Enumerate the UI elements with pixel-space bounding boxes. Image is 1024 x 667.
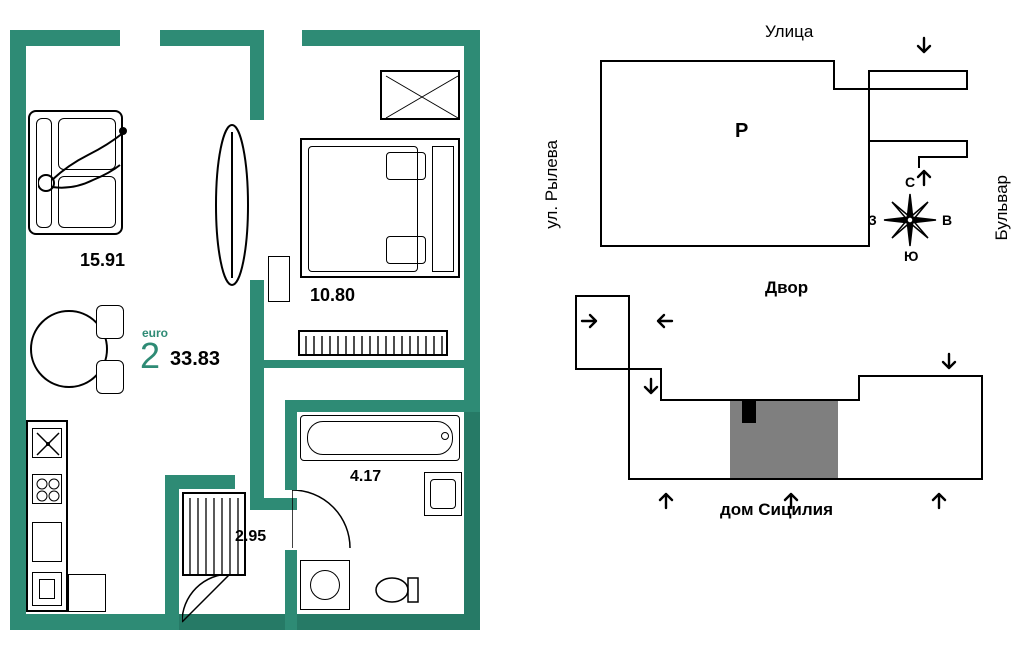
site-outline-segment (868, 140, 968, 142)
wall-segment (285, 550, 297, 630)
site-plan: Улица ул. Рылева Бульвар Двор P дом Сици… (540, 30, 1010, 590)
wall-segment (10, 614, 165, 630)
chair (96, 305, 124, 339)
compass-icon: С В Ю З (880, 190, 940, 250)
wall-segment (250, 30, 264, 120)
entry-arrow-icon (938, 352, 960, 374)
chair (96, 360, 124, 394)
washer (300, 560, 350, 610)
site-outline-segment (918, 156, 968, 158)
site-outline-segment (628, 295, 630, 370)
living-area-label: 15.91 (80, 250, 125, 271)
bathtub (300, 415, 460, 461)
site-outline-segment (833, 60, 835, 90)
wall-segment (165, 475, 179, 630)
radiator (298, 330, 448, 356)
wall-segment (464, 400, 480, 630)
wall-segment (10, 30, 26, 630)
sink (424, 472, 462, 516)
unit-marker (742, 401, 756, 423)
wall-segment (165, 475, 235, 489)
floor-plan: 15.91 10.80 4.17 2.95 euro 2 33.83 (10, 30, 480, 630)
compass-w: З (868, 212, 877, 228)
site-outline-segment (858, 375, 983, 377)
site-outline-segment (600, 245, 870, 247)
entry-arrow-icon (913, 36, 935, 58)
site-outline-segment (575, 368, 630, 370)
site-outline-segment (575, 295, 577, 370)
entry-arrow-icon (652, 310, 674, 332)
boulevard-label: Бульвар (992, 175, 1012, 240)
entry-arrow-icon (580, 310, 602, 332)
wall-segment (285, 400, 480, 412)
wall-segment (464, 30, 480, 410)
site-outline-segment (868, 70, 968, 72)
entry-arrow-icon (913, 165, 935, 187)
site-outline-segment (628, 368, 630, 480)
rooms-count: 2 (140, 338, 160, 374)
street-left-label: ул. Рылева (542, 140, 562, 229)
site-outline-segment (600, 60, 602, 245)
house-name-label: дом Сицилия (720, 500, 833, 520)
bedroom-area-label: 10.80 (310, 285, 355, 306)
door-arc-icon (292, 490, 354, 552)
floor-mat (182, 492, 246, 576)
site-outline-segment (858, 375, 860, 401)
kitchen-counter (26, 420, 68, 612)
street-top-label: Улица (765, 22, 813, 42)
bathroom-area-label: 4.17 (350, 468, 381, 486)
site-outline-segment (628, 368, 662, 370)
compass-s: Ю (904, 248, 918, 264)
bed (300, 138, 460, 278)
site-outline-segment (868, 140, 870, 247)
site-outline-segment (966, 70, 968, 90)
wall-segment (250, 360, 480, 368)
wall-segment (10, 30, 120, 46)
site-outline-segment (833, 88, 968, 90)
tv-panel-icon (210, 120, 254, 290)
entry-arrow-icon (928, 488, 950, 510)
wall-segment (160, 30, 250, 46)
page: 15.91 10.80 4.17 2.95 euro 2 33.83 (0, 0, 1024, 667)
site-outline-segment (981, 375, 983, 480)
site-outline-segment (628, 478, 983, 480)
compass-e: В (942, 212, 952, 228)
site-outline-segment (600, 60, 835, 62)
entry-arrow-icon (655, 488, 677, 510)
kitchen-end (68, 574, 106, 612)
total-area-label: 33.83 (170, 348, 220, 371)
door-arc-icon (182, 574, 262, 630)
wall-segment (250, 280, 264, 510)
parking-label: P (735, 120, 748, 143)
entry-arrow-icon (640, 377, 662, 399)
wall-segment (302, 30, 480, 46)
person-on-sofa-icon (38, 125, 133, 215)
site-outline-segment (575, 295, 630, 297)
entry-arrow-icon (780, 488, 802, 510)
wardrobe (380, 70, 460, 120)
wall-segment (285, 400, 297, 490)
toilet-icon (370, 570, 420, 610)
yard-label: Двор (765, 278, 808, 298)
site-outline-segment (868, 70, 870, 142)
shelf (268, 256, 290, 302)
